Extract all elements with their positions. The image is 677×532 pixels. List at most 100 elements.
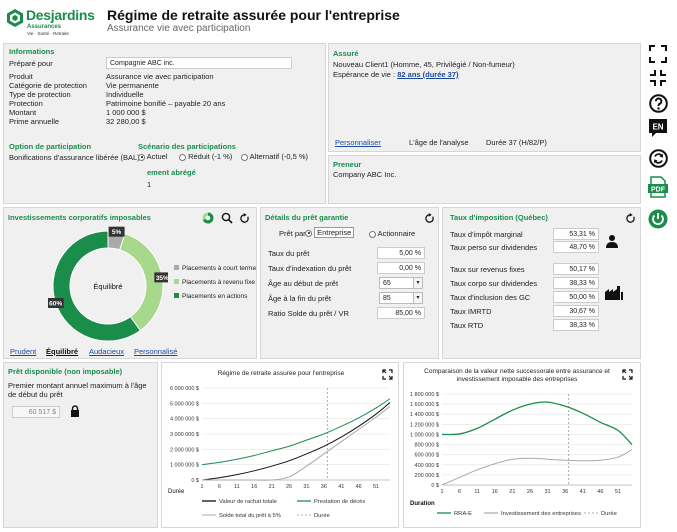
y-tick-label: 800 000 $ [415,443,439,449]
tax-row-label: Taux d'impôt marginal [450,230,523,239]
expand-icon[interactable] [382,369,393,380]
chart-left-title: Régime de retraite assurée pour l'entrep… [217,370,345,377]
tax-rate-input[interactable]: 38,33 % [553,277,599,289]
power-button[interactable] [645,209,671,229]
allocation-donut-chart: Équilibré 5% 35% 60% [48,226,168,342]
desjardins-logo-icon [7,9,23,27]
available-desc: Premier montant annuel maximum à l'âge d… [8,381,147,399]
y-tick-label: 1 200 000 $ [410,422,439,428]
tax-rate-input[interactable]: 30,67 % [553,305,599,317]
option-title: Option de participation [9,142,92,151]
x-tick-label: 31 [303,484,309,490]
tax-rate-input[interactable]: 48,70 % [553,241,599,253]
legend-item: Placements à court terme [174,265,256,272]
radio-alternatif[interactable] [241,153,248,161]
pct-label-bg [154,272,168,283]
loan-rate-input[interactable]: 0,00 % [377,262,425,274]
page-subtitle: Assurance vie avec participation [107,23,251,34]
pct-label: 60% [49,300,62,307]
reset-icon[interactable] [239,213,250,224]
refresh-icon [648,148,668,168]
refresh-button[interactable] [645,148,671,168]
loan-by-entreprise[interactable]: Entreprise [305,227,355,238]
legend-swatch [174,279,179,284]
insured-panel: Assuré Nouveau Client1 (Homme, 45, Privi… [328,43,641,152]
customize-link[interactable]: Personnaliser [335,138,381,147]
y-tick-label: 1 400 000 $ [410,412,439,418]
help-button[interactable] [645,93,671,113]
scenario-option-2[interactable]: Alternatif (-0,5 %) [241,152,308,161]
x-tick-label: 46 [597,489,603,495]
reset-icon[interactable] [424,213,435,224]
profile-link-1[interactable]: Équilibré [46,347,79,356]
language-button[interactable]: EN [645,118,671,138]
factory-icon [605,286,623,300]
info-row-value: Vie permanente [106,81,159,90]
svg-text:EN: EN [652,123,663,132]
loan-by-actionnaire[interactable]: Actionnaire [369,229,415,238]
radio-entreprise[interactable] [305,229,312,237]
loan-age-select[interactable]: 65 ▾ [379,277,423,289]
available-amount: 60 517 $ [12,406,60,418]
scenario-title: Scénario des participations [138,142,236,151]
retirement-chart-panel: Régime de retraite assurée pour l'entrep… [161,362,399,528]
chevron-down-icon: ▾ [413,278,422,288]
x-tick-label: 51 [615,489,621,495]
legend-label: Placements en actions [182,293,248,300]
loan-row-label: Âge au début de prêt [268,279,339,288]
x-tick-label: 26 [286,484,292,490]
x-tick-label: 41 [338,484,344,490]
profile-link-3[interactable]: Personnalisé [134,347,178,356]
info-row-label: Prime annuelle [9,117,60,126]
profile-link-0[interactable]: Prudent [10,347,37,356]
radio-reduit[interactable] [179,153,186,161]
radio-actionnaire[interactable] [369,230,376,238]
tax-rate-input[interactable]: 50,17 % [553,263,599,275]
legend-label: Valeur de rachat totale [219,499,277,505]
prepared-for-input[interactable]: Compagnie ABC inc. [106,57,292,69]
life-expectancy: Espérance de vie : 82 ans (durée 37) [333,70,459,79]
radio-actuel[interactable] [138,153,145,161]
tax-rate-input[interactable]: 38,33 % [553,319,599,331]
loan-age-select[interactable]: 85 ▾ [379,292,423,304]
x-tick-label: 1 [440,489,443,495]
search-icon[interactable] [221,212,233,224]
series-line [201,402,391,481]
y-tick-label: 2 000 000 $ [170,447,199,453]
legend-label: Placements à revenu fixe [182,279,255,286]
loan-panel: Détails du prêt garantie Prêt par Entrep… [260,207,439,359]
comparison-chart-panel: Comparaison de la valeur nette successor… [403,362,641,528]
x-tick-label: 6 [458,489,461,495]
tax-rate-input[interactable]: 53,31 % [553,228,599,240]
prepared-for-label: Préparé pour [9,59,53,68]
info-row-value: 32 280,00 $ [106,117,146,126]
pdf-button[interactable]: PDF [645,176,671,198]
retirement-line-chart: 0 $ 1 000 000 $ 2 000 000 $ 3 000 000 $ 4 00… [168,386,391,519]
tax-row-label: Taux d'inclusion des GC [450,293,531,302]
fullscreen-icon [649,45,667,63]
pie-chart-icon[interactable] [202,212,214,224]
fullscreen-button[interactable] [645,44,671,64]
info-row-label: Catégorie de protection [9,81,87,90]
pct-label-bg [108,226,125,237]
loan-rate-input[interactable]: 85,00 % [377,307,425,319]
reset-icon[interactable] [625,213,636,224]
exit-fullscreen-button[interactable] [645,68,671,88]
y-tick-label: 0 $ [431,483,439,489]
option-value: Bonifications d'assurance libérée (BAL) [9,153,140,162]
x-tick-label: 21 [269,484,275,490]
expand-icon[interactable] [622,369,633,380]
tax-rate-input[interactable]: 50,00 % [553,291,599,303]
x-axis-label: Duration [410,501,435,507]
scenario-option-0[interactable]: Actuel [138,152,168,161]
pdf-icon: PDF [648,176,668,198]
scenario-option-1[interactable]: Réduit (-1 %) [179,152,232,161]
life-expectancy-link[interactable]: 82 ans (durée 37) [397,70,459,79]
brand-name: Desjardins [26,7,95,23]
loan-rate-input[interactable]: 5,00 % [377,247,425,259]
pct-label: 35% [156,275,168,282]
profile-link-2[interactable]: Audacieux [89,347,125,356]
tax-row-label: Taux sur revenus fixes [450,265,525,274]
available-panel: Prêt disponible (non imposable) Premier … [3,362,158,528]
svg-text:PDF: PDF [651,186,666,193]
